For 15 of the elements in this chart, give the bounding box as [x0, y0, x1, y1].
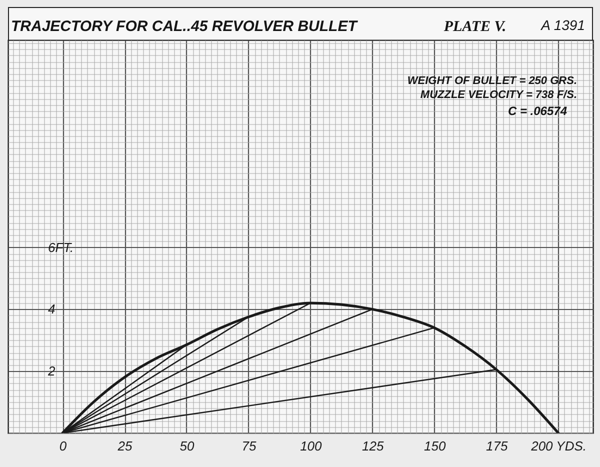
- x-tick-label: 150: [424, 438, 446, 454]
- annotation: MUZZLE VELOCITY = 738 F/S.: [420, 89, 577, 101]
- annotation: C = .06574: [508, 104, 568, 118]
- x-tick-label: 25: [116, 438, 133, 454]
- x-tick-label: 0: [59, 438, 68, 454]
- annotation: WEIGHT OF BULLET = 250 GRS.: [407, 75, 577, 87]
- x-tick-label: 175: [486, 438, 508, 454]
- text: PLATE V.: [444, 19, 506, 35]
- x-tick-label: 100: [300, 438, 323, 454]
- x-tick-label: 50: [180, 438, 195, 454]
- x-tick-label: 75: [242, 438, 257, 454]
- x-tick-label: 125: [362, 438, 384, 454]
- text: A 1391: [540, 17, 585, 33]
- chart-title: TRAJECTORY FOR CAL..45 REVOLVER BULLET: [11, 18, 359, 35]
- x-tick-label: 200 YDS.: [530, 438, 587, 454]
